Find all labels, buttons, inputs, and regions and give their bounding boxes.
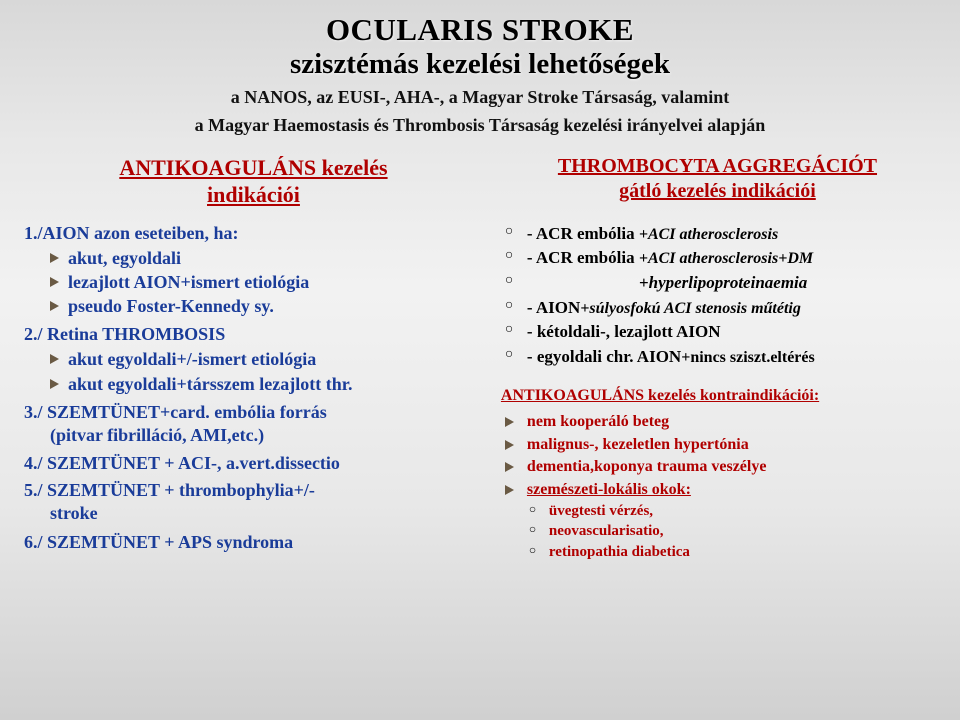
item-3-sub: (pitvar fibrilláció, AMI,etc.): [24, 423, 483, 447]
title-line-1: OCULARIS STROKE: [20, 12, 940, 48]
item-6-label: 6./ SZEMTÜNET + APS syndroma: [24, 532, 483, 553]
contra-d-sub: üvegtesti vérzés, neovascularisatio, ret…: [527, 501, 936, 562]
contra-heading: ANTIKOAGULÁNS kezelés kontraindikációi:: [501, 387, 936, 405]
right-heading: THROMBOCYTA AGGREGÁCIÓT gátló kezelés in…: [499, 154, 936, 204]
item-1-b3: pseudo Foster-Kennedy sy.: [50, 294, 483, 318]
contra-d-label: szemészeti-lokális okok:: [527, 481, 691, 498]
slide: OCULARIS STROKE szisztémás kezelési lehe…: [0, 0, 960, 720]
ind-5: - kétoldali-, lezajlott AION: [499, 320, 936, 345]
item-2: 2./ Retina THROMBOSIS akut egyoldali+/-i…: [24, 324, 483, 396]
left-heading: ANTIKOAGULÁNS kezelés indikációi: [24, 154, 483, 209]
contra-d1: üvegtesti vérzés,: [527, 501, 936, 521]
contra-list: nem kooperáló beteg malignus-, kezeletle…: [499, 411, 936, 561]
ind-1-lead: - ACR embólia: [527, 224, 639, 243]
left-heading-1: ANTIKOAGULÁNS kezelés: [119, 155, 387, 180]
ind-6: - egyoldali chr. AION+nincs sziszt.eltér…: [499, 345, 936, 370]
right-column: THROMBOCYTA AGGREGÁCIÓT gátló kezelés in…: [499, 154, 936, 562]
item-4-label: 4./ SZEMTÜNET + ACI-, a.vert.dissectio: [24, 453, 483, 474]
right-heading-1: THROMBOCYTA AGGREGÁCIÓT: [558, 155, 877, 177]
contra-d3: retinopathia diabetica: [527, 542, 936, 562]
ind-6-lead: - egyoldali chr. AION: [527, 347, 681, 366]
ind-4: - AION+súlyosfokú ACI stenosis műtétig: [499, 296, 936, 321]
ind-2: - ACR embólia +ACI atherosclerosis+DM: [499, 246, 936, 271]
item-2-label: 2./ Retina THROMBOSIS: [24, 324, 483, 345]
ind-4-tail: +súlyosfokú ACI stenosis műtétig: [580, 300, 801, 317]
item-2-b1: akut egyoldali+/-ismert etiológia: [50, 347, 483, 371]
ind-3: +hyperlipoproteinaemia: [499, 271, 936, 296]
item-2-list: akut egyoldali+/-ismert etiológia akut e…: [24, 347, 483, 396]
contra-b: malignus-, kezeletlen hypertónia: [499, 434, 936, 456]
item-5-label-2: stroke: [24, 501, 483, 525]
contra-c: dementia,koponya trauma veszélye: [499, 456, 936, 478]
slide-header: OCULARIS STROKE szisztémás kezelési lehe…: [0, 0, 960, 144]
left-column: ANTIKOAGULÁNS kezelés indikációi 1./AION…: [24, 154, 483, 562]
right-heading-2: gátló kezelés indikációi: [619, 180, 816, 202]
ind-1-tail: +ACI atherosclerosis: [639, 226, 778, 243]
indication-list: - ACR embólia +ACI atherosclerosis - ACR…: [499, 222, 936, 370]
item-1-b2: lezajlott AION+ismert etiológia: [50, 270, 483, 294]
item-1: 1./AION azon eseteiben, ha: akut, egyold…: [24, 223, 483, 319]
ind-6-tail: +nincs sziszt.eltérés: [681, 349, 815, 366]
item-6: 6./ SZEMTÜNET + APS syndroma: [24, 532, 483, 553]
contra-d: szemészeti-lokális okok: üvegtesti vérzé…: [499, 479, 936, 562]
ind-1: - ACR embólia +ACI atherosclerosis: [499, 222, 936, 247]
ind-2-tail: +ACI atherosclerosis+DM: [639, 250, 813, 267]
title-line-2: szisztémás kezelési lehetőségek: [20, 48, 940, 81]
item-1-b1: akut, egyoldali: [50, 246, 483, 270]
item-5-label-1: 5./ SZEMTÜNET + thrombophylia+/-: [24, 480, 483, 501]
item-1-label: 1./AION azon eseteiben, ha:: [24, 223, 483, 244]
ind-2-lead: - ACR embólia: [527, 248, 639, 267]
item-3-label: 3./ SZEMTÜNET+card. embólia forrás: [24, 402, 483, 423]
left-heading-2: indikációi: [207, 182, 300, 207]
item-3: 3./ SZEMTÜNET+card. embólia forrás (pitv…: [24, 402, 483, 447]
contra-d2: neovascularisatio,: [527, 521, 936, 541]
contra-a: nem kooperáló beteg: [499, 411, 936, 433]
subtitle-line-2: a Magyar Haemostasis és Thrombosis Társa…: [20, 113, 940, 137]
ind-4-lead: - AION: [527, 298, 580, 317]
item-4: 4./ SZEMTÜNET + ACI-, a.vert.dissectio: [24, 453, 483, 474]
content-columns: ANTIKOAGULÁNS kezelés indikációi 1./AION…: [0, 144, 960, 562]
item-1-list: akut, egyoldali lezajlott AION+ismert et…: [24, 246, 483, 319]
subtitle-line-1: a NANOS, az EUSI-, AHA-, a Magyar Stroke…: [20, 85, 940, 109]
item-5: 5./ SZEMTÜNET + thrombophylia+/- stroke: [24, 480, 483, 525]
item-2-b2: akut egyoldali+társszem lezajlott thr.: [50, 372, 483, 396]
